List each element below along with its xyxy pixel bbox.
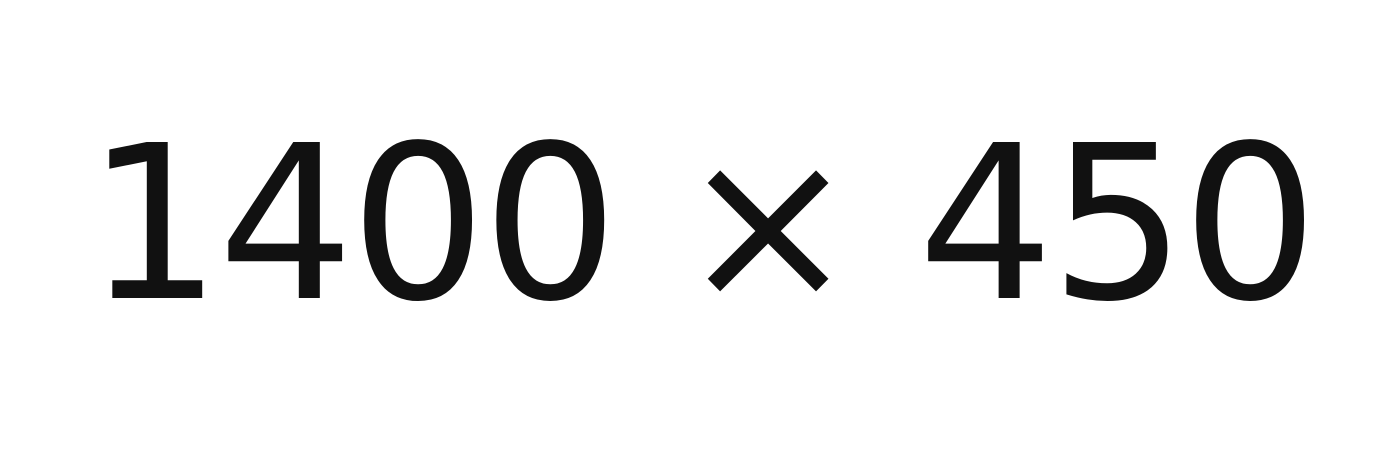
placeholder-canvas: 1400 × 450	[85, 100, 1319, 349]
dimension-label: 1400 × 450	[85, 100, 1318, 349]
